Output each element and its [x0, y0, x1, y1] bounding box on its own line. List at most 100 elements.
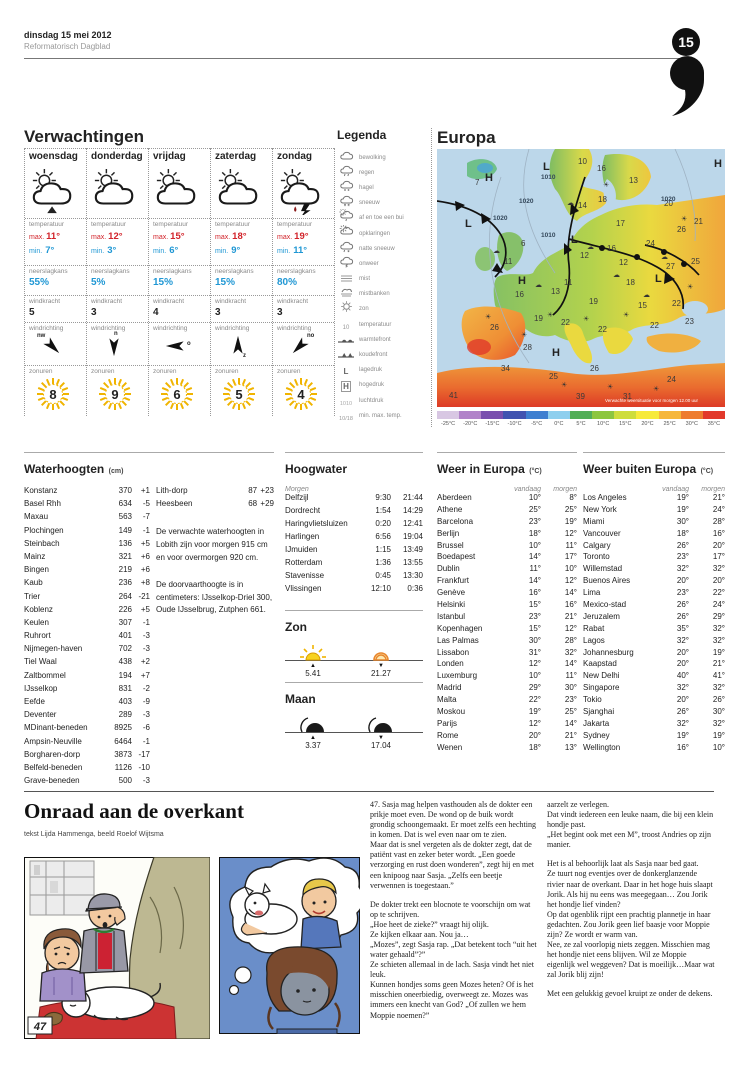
temp-tomorrow: 11° [565, 671, 577, 681]
min-temp-row: min. 7° [29, 245, 82, 256]
forecast-title: Verwachtingen [24, 127, 144, 146]
table-row: Keulen 307 -1 [24, 618, 150, 631]
station-name: Deventer [24, 710, 57, 720]
table-row: IJsselkop 831 -2 [24, 684, 150, 697]
table-row: Las Palmas 30° 28° [437, 636, 577, 648]
tide-time-2: 19:04 [402, 532, 423, 541]
legend-title: Legenda [337, 128, 387, 142]
warmfront-icon [337, 331, 355, 349]
level-value: 563 [118, 512, 132, 522]
temp-today: 15° [528, 623, 541, 633]
fogbank-icon [337, 285, 355, 303]
max-temp-row: max. 18° [215, 231, 268, 242]
city-name: Jeruzalem [583, 611, 620, 621]
coldfront-icon [337, 346, 355, 364]
table-row: Plochingen 149 -1 [24, 526, 150, 539]
scale-tick-label: 0°C [554, 421, 564, 427]
shower-icon [337, 208, 355, 227]
table-row: Barcelona 23° 19° [437, 517, 577, 529]
weather-world-unit: (°C) [700, 468, 714, 475]
map-temperature-value: 12 [580, 251, 589, 260]
svg-text:5: 5 [235, 387, 242, 402]
city-name: Buenos Aires [583, 576, 631, 586]
svg-text:☀: ☀ [607, 383, 613, 391]
temp-today: 23° [528, 611, 541, 621]
level-value: 8925 [114, 723, 132, 733]
level-value: 634 [118, 499, 132, 509]
station-name: Koblenz [24, 604, 53, 614]
table-row: Londen 12° 14° [437, 659, 577, 671]
temperature-scale-labels: -25°C -20°C -15°C -10°C -5°C 0°C 5°C 10°C 15°C 20… [437, 421, 725, 427]
legend-item-label: warmtefront [359, 336, 391, 343]
map-temperature-value: 41 [449, 391, 458, 400]
level-value: 236 [118, 578, 132, 588]
legend-item-label: min. max. temp. [359, 412, 402, 419]
temp-today: 31° [528, 647, 541, 657]
city-name: Boedapest [437, 552, 476, 562]
wind-direction-label: windrichting [91, 325, 126, 332]
forecast-rain-chance: neerslagkans 5% [87, 265, 148, 295]
city-name: New York [583, 504, 617, 514]
city-name: Mexico-stad [583, 600, 627, 610]
pressure-low-letter: L [571, 234, 578, 246]
pressure-high-letter: H [552, 347, 560, 359]
temp-today: 26° [676, 707, 689, 717]
hail-icon [337, 179, 355, 197]
story-paragraph: De dokter trekt een blocnote te voorschi… [370, 899, 531, 919]
wind-force-value: 3 [215, 307, 221, 318]
table-row: Miami 30° 28° [583, 517, 725, 529]
table-row: Istanbul 23° 21° [437, 612, 577, 624]
forecast-wind-force: windkracht 5 [25, 295, 86, 322]
table-row: Lima 23° 22° [583, 588, 725, 600]
wind-force-value: 3 [277, 307, 283, 318]
max-temp-row: max. 11° [29, 231, 82, 242]
story-paragraph: „Het begint ook met een M”, troost Andri… [547, 830, 711, 850]
max-label: max. [91, 234, 107, 241]
level-change: -17 [138, 749, 150, 759]
table-row: Aberdeen 10° 8° [437, 493, 577, 505]
city-name: Sjanghai [583, 707, 615, 717]
city-name: Aberdeen [437, 493, 472, 502]
scale-tick-label: 35°C [707, 421, 721, 427]
temp-icon: 10 [342, 324, 350, 331]
max-label: max. [153, 234, 169, 241]
level-value: 264 [118, 591, 132, 601]
sunrise-time: 5.41 [305, 669, 321, 678]
forecast-sun-hours: zonuren 6 [149, 365, 210, 416]
scale-tick-label: -5°C [531, 421, 543, 427]
temp-today: 30° [528, 635, 541, 645]
forecast-temperature: temperatuur max. 19° min. 11° [273, 218, 334, 265]
city-name: Kaapstad [583, 659, 617, 669]
sun-cloud-icon [94, 169, 134, 205]
moon-title: Maan [285, 692, 316, 706]
max-temp-value: 19° [294, 231, 309, 242]
station-name: Plochingen [24, 525, 64, 535]
temp-tomorrow: 32° [712, 718, 725, 728]
svg-text:☁: ☁ [535, 282, 542, 289]
waterlevels-note-1: De verwachte waterhoogten in Lobith zijn… [156, 527, 268, 562]
paragraph-spacer [547, 850, 715, 859]
page-number: 15 [678, 34, 694, 50]
level-change: +8 [140, 578, 150, 588]
temp-today: 18° [528, 528, 541, 538]
tide-time-1: 1:15 [375, 545, 391, 554]
station-name: Zaltbommel [24, 670, 66, 680]
sun-cloud-shower-icon [32, 169, 72, 214]
map-temperature-value: 6 [521, 239, 526, 248]
tide-time-1: 0:45 [375, 571, 391, 580]
scale-tick-label: 5°C [576, 421, 586, 427]
wind-direction-arrow-icon [291, 335, 309, 357]
station-name: Basel Rhh [24, 499, 61, 509]
temp-tomorrow: 12° [564, 623, 577, 633]
temp-tomorrow: 19° [712, 730, 725, 740]
level-change: +5 [140, 538, 150, 548]
legend-item-label: luchtdruk [359, 397, 384, 404]
temp-tomorrow: 17° [712, 552, 725, 562]
forecast-wind-force: windkracht 3 [87, 295, 148, 322]
forecast-wind-direction: windrichting nw [25, 322, 86, 365]
city-name: Lissabon [437, 647, 470, 657]
min-label: min. [277, 248, 291, 255]
story-paragraph: Dat vindt iedereen een leuke naam, die b… [547, 810, 714, 830]
tide-time-1: 6:56 [375, 532, 391, 541]
map-temperature-value: 26 [590, 364, 599, 373]
